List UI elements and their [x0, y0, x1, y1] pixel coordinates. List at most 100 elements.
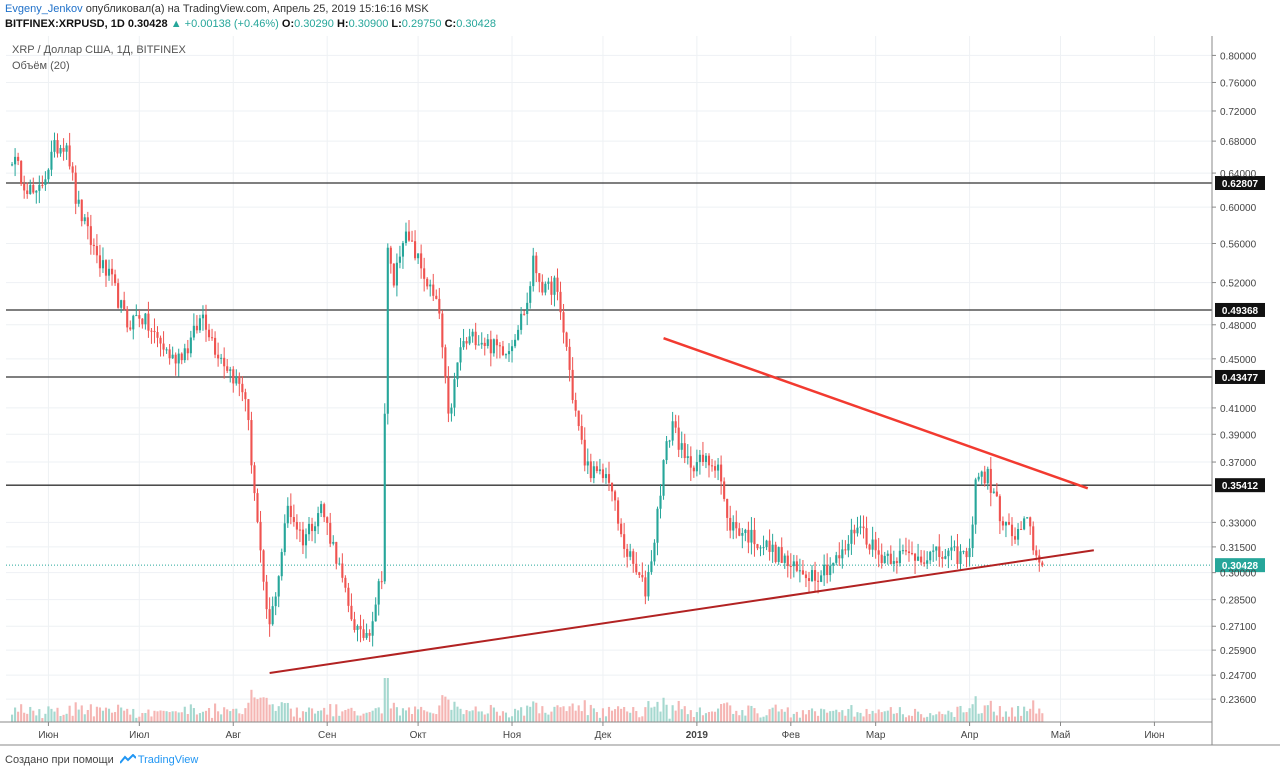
- candle: [777, 546, 780, 565]
- candle-body: [580, 426, 583, 440]
- volume-bar: [71, 715, 74, 722]
- candle: [1007, 513, 1011, 526]
- volume-bar: [465, 710, 468, 722]
- candle: [623, 522, 626, 558]
- volume-bar: [610, 710, 614, 722]
- author-name[interactable]: Evgeny_Jenkov: [5, 3, 83, 15]
- volume-bar: [998, 706, 1001, 722]
- volume-bar: [577, 705, 580, 722]
- candle-body: [68, 145, 71, 167]
- volume-bar: [635, 711, 638, 722]
- candle-body: [677, 427, 680, 450]
- trendline-lower[interactable]: [269, 549, 1094, 675]
- candle-body: [189, 337, 192, 354]
- candle-body: [698, 454, 701, 463]
- candle-body: [886, 553, 889, 556]
- time-axis[interactable]: Июн Июл Авг Сен Окт Ноя Дек 2019 Фев Мар Апр Май Июн: [0, 721, 1280, 746]
- candle: [68, 132, 71, 170]
- footer-brand-link[interactable]: TradingView: [137, 754, 199, 766]
- candle-body: [195, 325, 198, 331]
- candle-body: [423, 268, 426, 279]
- volume-bar: [374, 708, 377, 722]
- candle: [368, 629, 371, 642]
- candle-body: [826, 564, 829, 576]
- volume-bar: [86, 709, 89, 722]
- volume-bar: [438, 705, 441, 722]
- volume-bar: [556, 705, 559, 722]
- price-chart[interactable]: 0.62807 0.49368 0.43477 0.35412 0.30428 0.80…: [0, 36, 1280, 748]
- candle: [659, 484, 662, 519]
- candle-body: [438, 298, 441, 314]
- candle-body: [574, 399, 577, 411]
- candle: [704, 453, 708, 469]
- candle: [544, 281, 547, 296]
- volume-bar: [938, 711, 941, 722]
- candle: [183, 343, 186, 363]
- volume-bar: [907, 715, 911, 722]
- candle-body: [871, 539, 874, 550]
- candle-body: [850, 529, 853, 544]
- candle-body: [610, 482, 614, 492]
- candle-body: [253, 465, 256, 494]
- candle: [756, 543, 759, 551]
- volume-bar: [210, 717, 214, 722]
- candle-body: [635, 563, 638, 573]
- volume-label: Объём (20): [12, 60, 70, 72]
- candle-body: [859, 526, 862, 528]
- trendlines[interactable]: [269, 336, 1094, 675]
- time-tick-label: Ноя: [503, 730, 521, 741]
- volume-bar: [192, 708, 195, 722]
- candle: [759, 545, 762, 557]
- candle-body: [753, 529, 756, 545]
- volume-bar: [735, 710, 738, 722]
- candle: [314, 521, 317, 544]
- volume-bar: [32, 710, 35, 722]
- candle-body: [168, 349, 171, 359]
- candle: [586, 448, 589, 474]
- candle-body: [377, 581, 380, 605]
- candle: [686, 444, 689, 465]
- volume-bar: [553, 706, 556, 722]
- volume-bar: [347, 708, 350, 722]
- candle-body: [847, 543, 850, 551]
- candle: [174, 352, 177, 376]
- low-label: L:: [391, 18, 402, 30]
- candle: [107, 259, 111, 281]
- candle: [38, 175, 41, 204]
- volume-bar: [474, 706, 477, 722]
- candle-body: [774, 544, 777, 562]
- trendline-upper[interactable]: [663, 336, 1089, 490]
- candle: [435, 289, 438, 300]
- candle: [568, 338, 571, 382]
- candle: [535, 252, 538, 283]
- candle: [747, 521, 750, 554]
- candle-body: [450, 407, 453, 414]
- volume-bar: [747, 705, 750, 722]
- candle: [856, 516, 859, 537]
- candle-body: [553, 277, 556, 295]
- volume-bar: [583, 700, 586, 722]
- candle: [274, 592, 277, 616]
- volume-bar: [1032, 700, 1035, 722]
- volume-bar: [810, 708, 814, 722]
- candle: [286, 497, 289, 528]
- candle-body: [947, 550, 950, 557]
- candle-body: [59, 147, 62, 154]
- price-axis[interactable]: 0.80000 0.76000 0.72000 0.68000 0.64000 0.600…: [1211, 36, 1257, 745]
- volume-bar: [462, 714, 465, 722]
- candle: [589, 453, 592, 483]
- candle: [192, 313, 195, 341]
- volume-bar: [289, 708, 292, 722]
- candle-body: [632, 551, 635, 564]
- candle-body: [86, 217, 89, 227]
- candle: [383, 403, 386, 585]
- volume-bar: [304, 711, 308, 722]
- volume-bar: [565, 711, 568, 722]
- candle-body: [759, 547, 762, 549]
- candle-body: [620, 523, 623, 535]
- candle-body: [1017, 528, 1020, 540]
- candle: [447, 366, 450, 423]
- volume-bar: [865, 708, 868, 722]
- volume-bar: [1013, 716, 1017, 722]
- volume-bar: [17, 711, 20, 722]
